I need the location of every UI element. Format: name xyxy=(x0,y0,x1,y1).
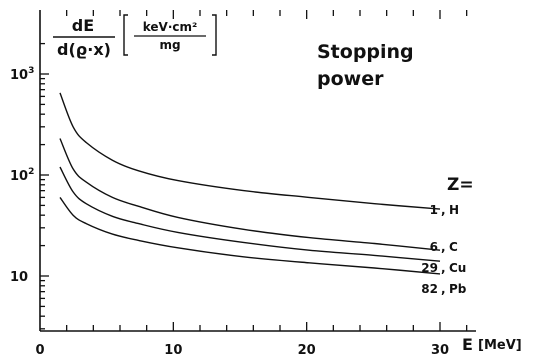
x-tick-label: 10 xyxy=(164,343,182,358)
series-label-separator: , xyxy=(441,282,446,296)
legend-header: Z= xyxy=(447,175,474,195)
series-label-z: 82 xyxy=(421,282,438,296)
series-label-element: C xyxy=(449,240,458,254)
series-label-separator: , xyxy=(441,261,446,275)
y-tick-label: 102 xyxy=(10,167,34,184)
series-label-z: 6 xyxy=(430,240,438,254)
series-label-z: 29 xyxy=(421,261,438,275)
series-label-z: 1 xyxy=(430,203,438,217)
xlabel-unit: [MeV] xyxy=(478,338,522,353)
series-label-element: H xyxy=(449,203,459,217)
unit-bracket-left xyxy=(123,14,128,56)
series-label-separator: , xyxy=(441,240,446,254)
y-tick-label: 10 xyxy=(10,270,28,285)
series-label-element: Pb xyxy=(449,282,467,296)
x-tick-labels: 0 10 20 30 xyxy=(35,343,449,358)
x-tick-label: 20 xyxy=(298,343,316,358)
chart-title-line1: Stopping xyxy=(317,41,414,63)
unit-numerator: keV·cm² xyxy=(143,20,198,34)
series-line-3 xyxy=(59,166,441,262)
ylabel-denominator: d(ϱ·x) xyxy=(57,40,111,59)
y-tick-labels: 10 102 103 xyxy=(10,66,34,285)
series-line-1 xyxy=(59,92,441,210)
x-tick-label: 30 xyxy=(431,343,449,358)
y-tick-label: 103 xyxy=(10,66,34,83)
unit-bracket-right xyxy=(212,14,217,56)
axis-ticks xyxy=(40,10,468,331)
unit-denominator: mg xyxy=(159,38,180,52)
series-label-separator: , xyxy=(441,203,446,217)
chart-title-line2: power xyxy=(317,68,384,90)
series-line-4 xyxy=(59,196,441,275)
series-line-2 xyxy=(59,138,441,251)
y-axis-label: dE d(ϱ·x) keV·cm² mg xyxy=(53,14,217,59)
series-curves xyxy=(59,92,441,275)
ylabel-numerator: dE xyxy=(72,16,94,35)
series-label-element: Cu xyxy=(449,261,466,275)
x-tick-label: 0 xyxy=(35,343,44,358)
xlabel-symbol: E xyxy=(462,335,473,354)
